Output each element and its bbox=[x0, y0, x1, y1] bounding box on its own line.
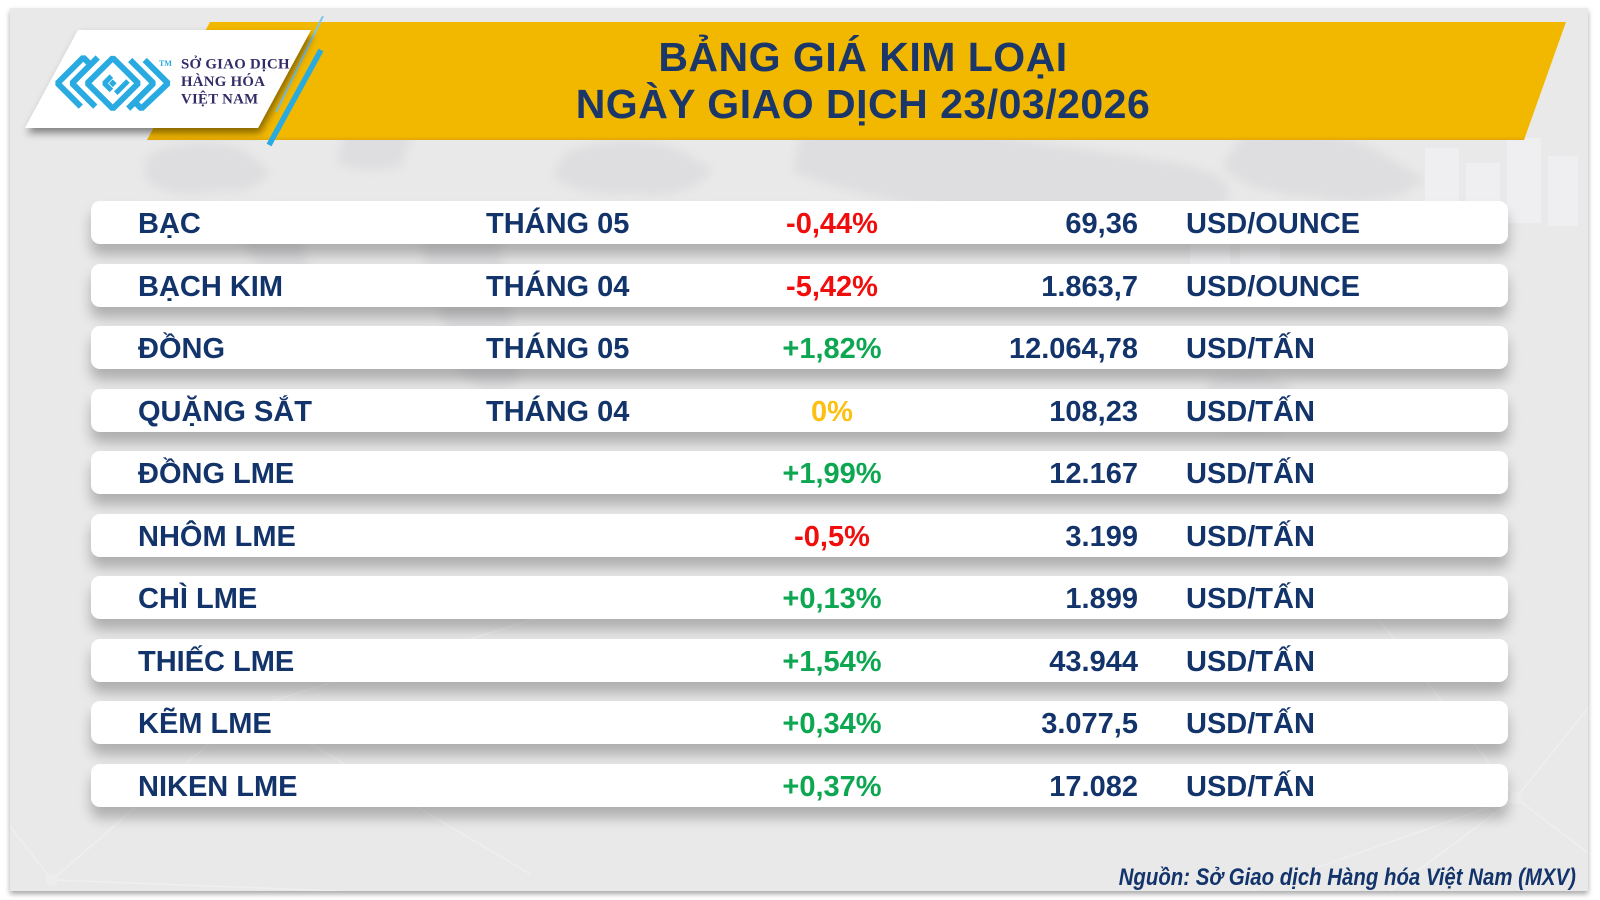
svg-text:VIỆT NAM: VIỆT NAM bbox=[181, 91, 258, 108]
svg-text:HÀNG HÓA: HÀNG HÓA bbox=[181, 73, 265, 90]
svg-text:TM: TM bbox=[159, 59, 172, 68]
svg-text:SỞ GIAO DỊCH: SỞ GIAO DỊCH bbox=[181, 56, 290, 73]
